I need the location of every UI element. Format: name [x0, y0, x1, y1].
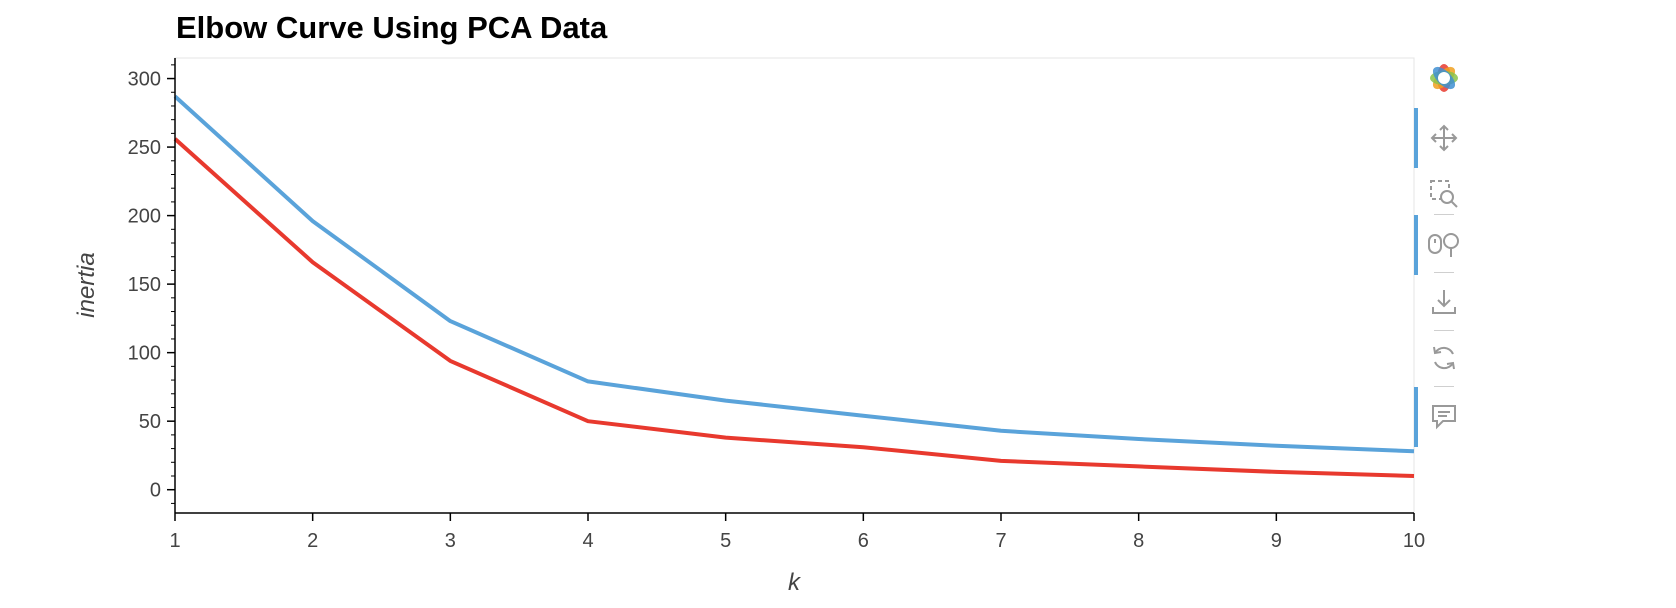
x-tick-label: 3: [445, 530, 456, 552]
hover-active-indicator: [1414, 387, 1418, 447]
x-tick-label: 9: [1271, 530, 1282, 552]
save-icon[interactable]: [1422, 280, 1466, 324]
series-line-1: [173, 94, 1415, 454]
series-layer: [173, 94, 1415, 478]
x-tick-label: 5: [720, 530, 731, 552]
y-tick-label: 0: [150, 480, 161, 502]
wheel-zoom-active-indicator: [1414, 215, 1418, 275]
y-tick-label: 150: [128, 274, 161, 296]
y-tick-label: 200: [128, 206, 161, 228]
hover-icon[interactable]: [1422, 394, 1466, 438]
toolbar-separator: [1434, 214, 1454, 215]
y-tick-label: 50: [139, 411, 161, 433]
x-tick-label: 8: [1133, 530, 1144, 552]
y-tick-label: 250: [128, 137, 161, 159]
y-tick-label: 300: [128, 69, 161, 91]
y-axis-label: inertia: [73, 252, 100, 317]
toolbar: [1414, 52, 1474, 482]
toolbar-separator: [1434, 272, 1454, 273]
x-tick-label: 6: [858, 530, 869, 552]
x-tick-label: 1: [169, 530, 180, 552]
x-axis-label: k: [788, 569, 802, 596]
bokeh-logo-icon[interactable]: [1422, 56, 1466, 100]
chart-title: Elbow Curve Using PCA Data: [176, 10, 608, 45]
wheel-zoom-icon[interactable]: [1422, 222, 1466, 266]
toolbar-separator: [1434, 386, 1454, 387]
x-tick-label: 2: [307, 530, 318, 552]
pan-icon[interactable]: [1422, 116, 1466, 160]
x-tick-label: 10: [1403, 530, 1425, 552]
series-line-2: [173, 137, 1415, 478]
toolbar-separator: [1434, 330, 1454, 331]
pan-active-indicator: [1414, 108, 1418, 168]
x-tick-label: 7: [995, 530, 1006, 552]
x-tick-label: 4: [582, 530, 593, 552]
reset-icon[interactable]: [1422, 336, 1466, 380]
y-tick-label: 100: [128, 343, 161, 365]
box-zoom-icon[interactable]: [1422, 172, 1466, 216]
